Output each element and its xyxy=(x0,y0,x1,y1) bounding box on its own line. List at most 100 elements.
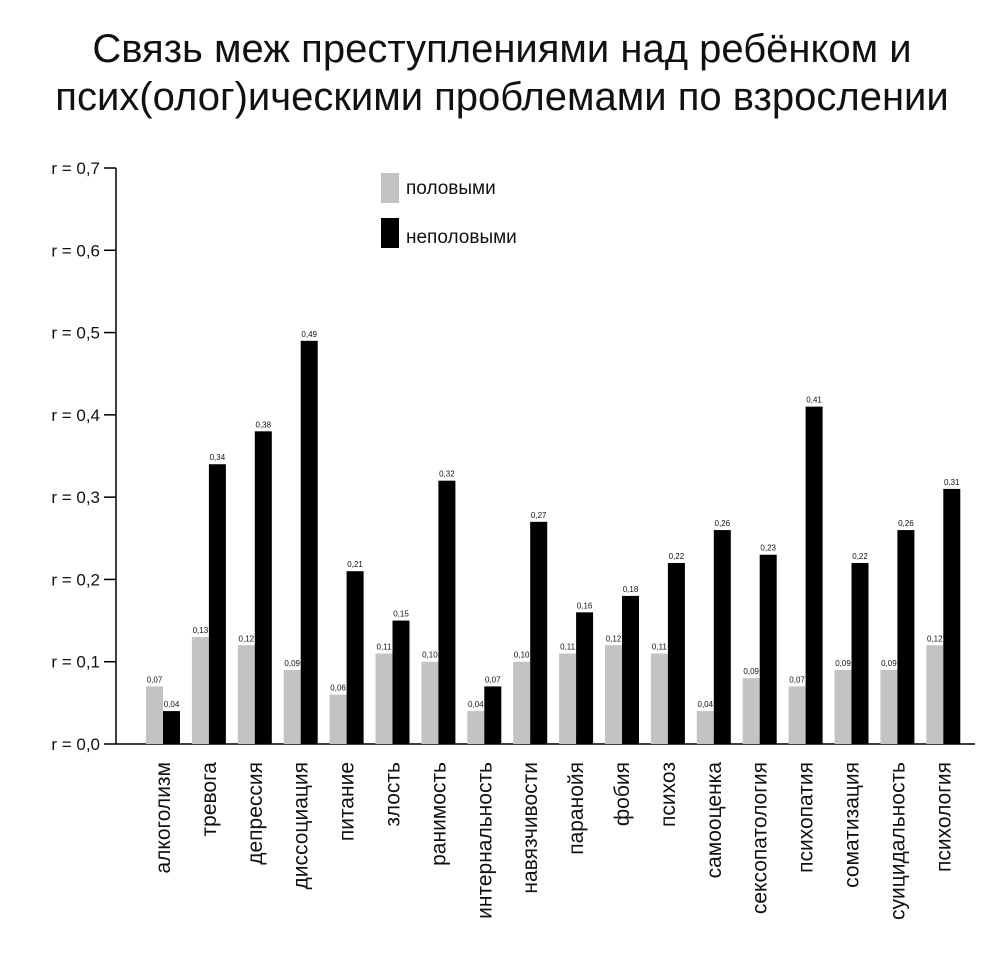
bar-nonsexual xyxy=(392,620,410,744)
data-label-sexual: 0,11 xyxy=(377,642,393,651)
data-label-nonsexual: 0,32 xyxy=(439,470,455,479)
bar-sexual xyxy=(467,711,485,744)
data-label-sexual: 0,09 xyxy=(835,659,851,668)
category-label: фобия xyxy=(611,762,634,826)
data-label-nonsexual: 0,07 xyxy=(485,675,501,684)
data-label-nonsexual: 0,26 xyxy=(715,519,731,528)
y-tick-label: r = 0,0 xyxy=(51,735,100,754)
bar-nonsexual xyxy=(254,431,272,744)
data-label-sexual: 0,13 xyxy=(193,626,209,635)
bar-nonsexual xyxy=(346,571,364,744)
data-label-nonsexual: 0,21 xyxy=(347,560,363,569)
bar-sexual xyxy=(696,711,714,744)
category-label: ранимость xyxy=(427,762,450,866)
bar-sexual xyxy=(742,678,760,744)
legend-label-sexual: половыми xyxy=(406,178,496,199)
bar-sexual xyxy=(283,669,301,744)
bar-nonsexual xyxy=(576,612,594,744)
legend: половыми неполовыми xyxy=(381,173,517,248)
data-label-nonsexual: 0,22 xyxy=(669,552,685,561)
bar-nonsexual xyxy=(805,406,823,744)
bar-nonsexual xyxy=(208,464,226,744)
data-label-sexual: 0,11 xyxy=(560,642,576,651)
data-label-sexual: 0,04 xyxy=(468,700,484,709)
y-tick-label: r = 0,3 xyxy=(51,488,100,507)
data-label-sexual: 0,07 xyxy=(789,675,805,684)
bar-nonsexual xyxy=(300,340,318,744)
bar-sexual xyxy=(146,686,163,744)
data-label-sexual: 0,09 xyxy=(743,667,759,676)
bar-nonsexual xyxy=(943,488,961,744)
data-label-sexual: 0,04 xyxy=(698,700,714,709)
data-label-nonsexual: 0,31 xyxy=(944,478,960,487)
data-label-sexual: 0,11 xyxy=(652,642,668,651)
category-label: тревога xyxy=(198,762,221,837)
data-label-nonsexual: 0,26 xyxy=(898,519,914,528)
data-label-nonsexual: 0,15 xyxy=(393,610,409,619)
bar-nonsexual xyxy=(851,562,869,744)
chart-title-line-1: Связь меж преступлениями над ребёнком и xyxy=(92,27,911,71)
legend-swatch-sexual xyxy=(381,173,399,203)
y-tick-label: r = 0,6 xyxy=(51,241,100,260)
bar-nonsexual xyxy=(897,530,915,744)
bar-nonsexual xyxy=(622,595,639,744)
y-tick-label: r = 0,4 xyxy=(51,406,100,425)
data-label-nonsexual: 0,27 xyxy=(531,511,547,520)
category-label: сексопатология xyxy=(749,762,772,914)
bar-sexual xyxy=(329,694,347,744)
data-label-nonsexual: 0,38 xyxy=(256,420,272,429)
data-label-nonsexual: 0,34 xyxy=(210,453,226,462)
legend-swatch-nonsexual xyxy=(381,218,399,248)
y-tick-label: r = 0,5 xyxy=(51,324,100,343)
bar-nonsexual xyxy=(759,554,777,744)
category-label: суицидальность xyxy=(886,762,909,920)
bar-sexual xyxy=(788,686,806,744)
bar-sexual xyxy=(926,645,944,744)
bars-group: 0,07 0,04 0,13 0,34 0,12 0,38 0,09 0,49 0,06 0,21… xyxy=(146,330,961,744)
category-label: депрессия xyxy=(244,762,267,865)
category-label: навязчивости xyxy=(519,762,542,894)
category-label: соматизация xyxy=(841,762,864,888)
bar-nonsexual xyxy=(530,521,548,744)
bar-sexual xyxy=(421,661,439,744)
category-label: самооценка xyxy=(703,762,726,879)
category-label: злость xyxy=(382,762,405,827)
bar-nonsexual xyxy=(438,480,456,744)
y-tick-label: r = 0,1 xyxy=(51,653,100,672)
category-label: диссоциация xyxy=(290,762,313,889)
category-label: психоз xyxy=(657,762,680,827)
data-label-sexual: 0,12 xyxy=(606,634,622,643)
category-label: психология xyxy=(932,762,955,872)
data-label-sexual: 0,07 xyxy=(147,675,163,684)
bar-sexual xyxy=(650,653,668,744)
bar-sexual xyxy=(237,645,255,744)
category-label: питание xyxy=(336,762,359,841)
data-label-nonsexual: 0,22 xyxy=(852,552,868,561)
category-label: психопатия xyxy=(795,762,818,873)
bar-sexual xyxy=(834,669,852,744)
data-label-sexual: 0,06 xyxy=(330,684,346,693)
legend-label-nonsexual: неполовыми xyxy=(406,227,517,248)
data-label-sexual: 0,12 xyxy=(927,634,943,643)
bar-nonsexual xyxy=(713,530,731,744)
bar-sexual xyxy=(375,653,393,744)
data-label-sexual: 0,10 xyxy=(422,651,438,660)
data-label-nonsexual: 0,18 xyxy=(623,585,639,594)
data-label-nonsexual: 0,41 xyxy=(806,396,822,405)
data-label-nonsexual: 0,04 xyxy=(164,700,180,709)
bar-sexual xyxy=(559,653,577,744)
category-label: интернальность xyxy=(473,762,496,919)
y-tick-label: r = 0,7 xyxy=(51,159,100,178)
bar-sexual xyxy=(513,661,531,744)
bar-sexual xyxy=(880,669,898,744)
bar-nonsexual xyxy=(667,562,685,744)
category-label: алкоголизм xyxy=(152,762,175,874)
y-tick-label: r = 0,2 xyxy=(51,570,100,589)
data-label-sexual: 0,10 xyxy=(514,651,530,660)
bar-sexual xyxy=(605,645,622,744)
data-label-sexual: 0,12 xyxy=(239,634,255,643)
chart-title-line-2: псих(олог)ическими проблемами по взросле… xyxy=(55,75,948,119)
data-label-nonsexual: 0,49 xyxy=(301,330,317,339)
category-label: паранойя xyxy=(565,762,588,855)
